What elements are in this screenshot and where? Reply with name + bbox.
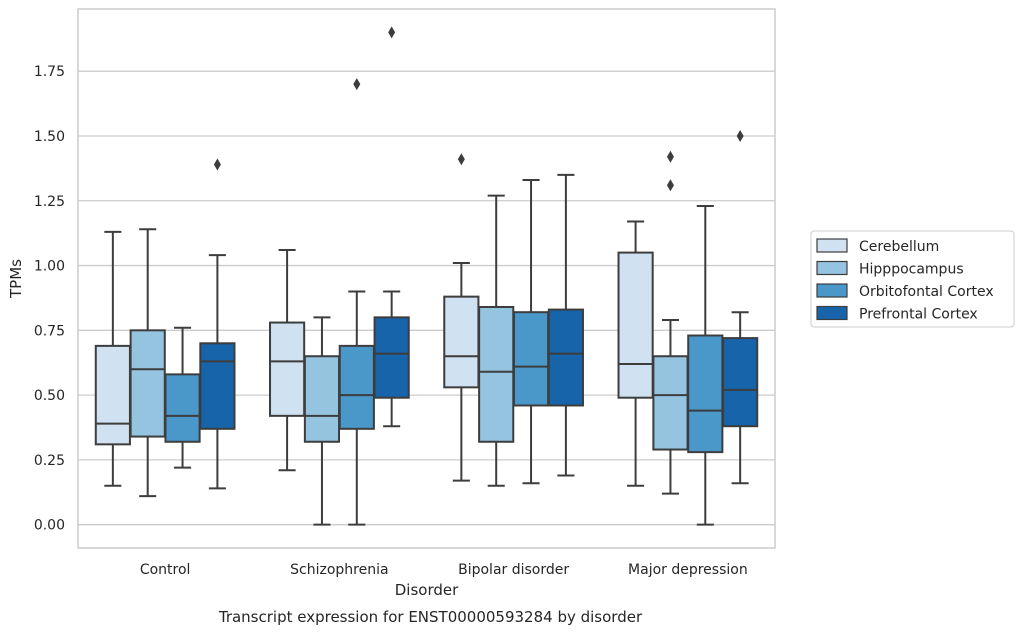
y-tick-label: 0.25 (34, 453, 65, 469)
legend-swatch (816, 283, 848, 298)
legend-label: Hipppocampus (859, 262, 964, 278)
legend-label: Orbitofontal Cortex (859, 284, 994, 300)
outlier-point (388, 26, 396, 39)
box-body (722, 337, 759, 428)
box-plot-area (94, 26, 759, 526)
box-hipppocampus-1 (303, 316, 341, 526)
x-tick-label: Control (140, 562, 191, 578)
y-tick-label: 1.75 (34, 64, 65, 80)
y-tick-label: 0.00 (34, 518, 65, 534)
box-hipppocampus-0 (129, 228, 166, 498)
box-body (512, 311, 550, 407)
legend-label: Prefrontal Cortex (859, 307, 978, 323)
legend-box (810, 230, 1015, 328)
box-hipppocampus-2 (478, 194, 515, 487)
box-body (652, 355, 689, 451)
x-tick-label: Schizophrenia (290, 562, 388, 578)
outlier-point (666, 179, 674, 192)
outlier-point (213, 158, 221, 171)
box-cerebellum-1 (269, 248, 306, 472)
y-tick-label: 1.00 (34, 259, 65, 275)
box-prefrontal-cortex-1 (373, 26, 410, 428)
plot-frame (77, 8, 776, 549)
y-axis-label: TPMs (7, 259, 25, 299)
y-tick-label: 0.75 (34, 323, 65, 339)
box-body (94, 344, 131, 446)
x-tick-label: Bipolar disorder (458, 562, 569, 578)
box-body (443, 295, 480, 389)
box-body (373, 316, 410, 399)
y-tick-label: 1.25 (34, 194, 65, 210)
y-axis-ticks: 0.00 0.25 0.50 0.75 1.00 1.25 1.50 1.75 (34, 64, 65, 533)
y-tick-label: 1.50 (34, 129, 65, 145)
legend-swatch (816, 305, 848, 321)
box-cerebellum-3 (617, 220, 654, 487)
legend: Cerebellum Hipppocampus Orbitofontal Corte… (810, 230, 1015, 328)
box-body (478, 306, 515, 443)
box-orbitofontal-cortex-3 (687, 204, 724, 526)
box-body (164, 373, 201, 443)
outlier-point (457, 153, 465, 166)
box-body (269, 321, 306, 417)
chart-title: Transcript expression for ENST0000059328… (218, 608, 643, 626)
box-body (687, 334, 724, 454)
outlier-point (736, 129, 744, 142)
box-body (303, 355, 341, 443)
x-tick-label: Major depression (628, 562, 748, 578)
legend-label: Cerebellum (859, 239, 939, 255)
box-orbitofontal-cortex-1 (338, 78, 375, 526)
box-body (338, 344, 375, 430)
x-axis-ticks: Control Schizophrenia Bipolar disorder Majo… (140, 562, 748, 578)
box-prefrontal-cortex-0 (199, 158, 236, 490)
box-body (547, 308, 584, 407)
box-cerebellum-0 (94, 230, 131, 487)
box-prefrontal-cortex-2 (547, 173, 584, 477)
legend-swatch (816, 260, 848, 276)
x-axis-label: Disorder (395, 581, 459, 599)
box-hipppocampus-3 (652, 150, 689, 495)
box-orbitofontal-cortex-2 (512, 179, 550, 485)
box-body (617, 251, 654, 399)
outlier-point (666, 150, 674, 163)
y-tick-label: 0.50 (34, 388, 65, 404)
box-prefrontal-cortex-3 (722, 129, 759, 485)
box-body (199, 342, 236, 430)
box-orbitofontal-cortex-0 (164, 326, 201, 469)
legend-swatch (816, 238, 848, 253)
box-body (129, 329, 166, 438)
box-cerebellum-2 (443, 153, 480, 482)
outlier-point (353, 78, 361, 91)
